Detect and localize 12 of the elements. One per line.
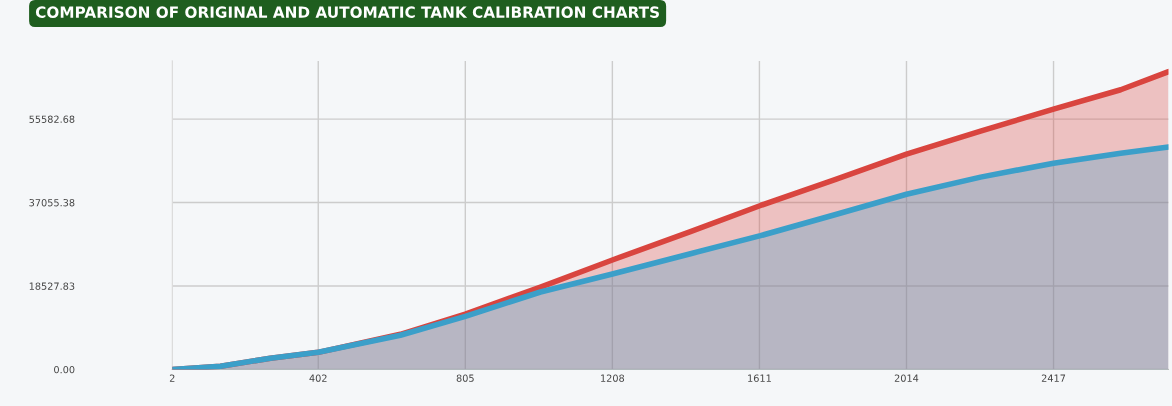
x-tick-label: 805 xyxy=(456,374,474,382)
x-tick-label: 402 xyxy=(309,374,327,382)
x-tick-label: 2014 xyxy=(894,374,919,382)
chart-title: COMPARISON OF ORIGINAL AND AUTOMATIC TANK CALIBRATION CHARTS xyxy=(35,6,659,18)
y-tick-label: 0.00 xyxy=(54,365,75,374)
x-tick-label: 2 xyxy=(169,374,175,382)
x-tick-label: 1208 xyxy=(601,374,625,382)
y-tick-label: 18527.83 xyxy=(29,282,75,290)
x-tick-label: 2417 xyxy=(1041,374,1066,382)
y-tick-label: 55582.68 xyxy=(29,115,75,123)
x-tick-label: 1611 xyxy=(748,374,771,382)
y-tick-label: 37055.38 xyxy=(29,199,75,207)
